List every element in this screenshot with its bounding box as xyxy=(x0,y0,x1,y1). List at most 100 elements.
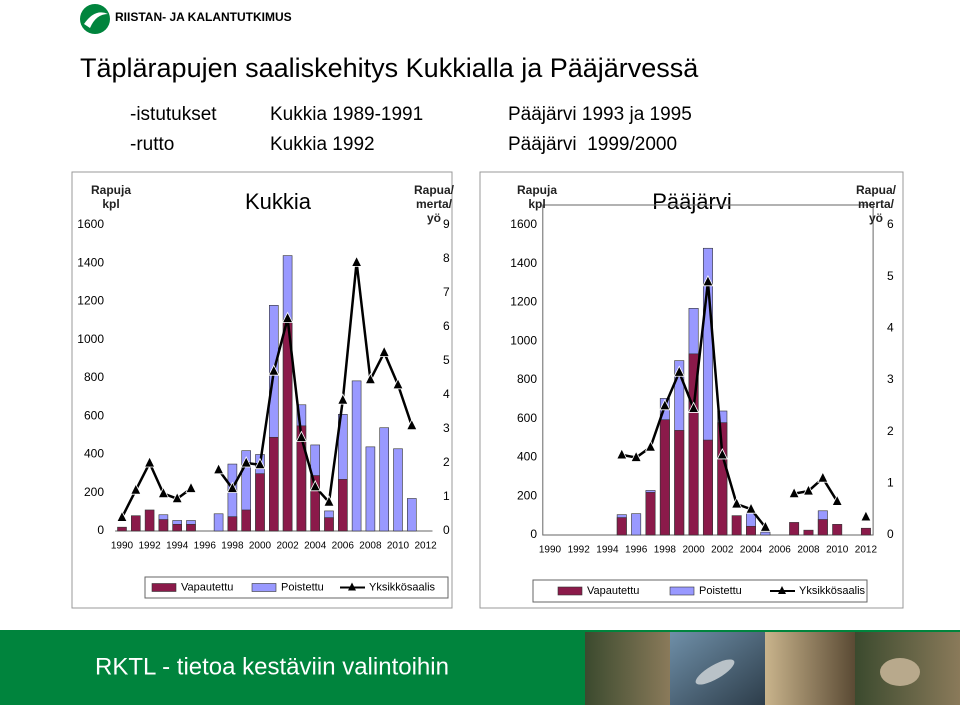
line xyxy=(622,282,866,527)
bar xyxy=(255,473,265,532)
line-marker xyxy=(143,456,156,468)
y2-tick-label: 9 xyxy=(443,217,450,231)
y2-tick-label: 3 xyxy=(443,421,450,435)
legend-swatch xyxy=(669,586,695,596)
y-tick-label: 1000 xyxy=(510,333,537,347)
line-marker xyxy=(157,486,170,499)
bar xyxy=(186,524,196,532)
logo: RIISTAN- JA KALANTUTKIMUS xyxy=(80,4,292,34)
x-tick-label: 2010 xyxy=(387,541,410,552)
bar xyxy=(172,524,182,532)
bar xyxy=(117,526,127,532)
logo-text: RIISTAN- JA KALANTUTKIMUS xyxy=(115,10,292,24)
y-tick-label: 1200 xyxy=(510,295,537,309)
legend-label: Poistettu xyxy=(699,585,742,597)
x-tick-label: 1992 xyxy=(568,545,591,556)
bar xyxy=(731,515,742,536)
bar xyxy=(645,492,656,536)
x-tick-label: 1990 xyxy=(111,541,134,552)
x-tick-label: 2012 xyxy=(414,541,437,552)
logo-swoosh xyxy=(84,12,108,28)
x-tick-label: 2004 xyxy=(304,541,327,552)
line-marker xyxy=(295,430,308,442)
bar xyxy=(789,522,800,536)
x-tick-label: 2008 xyxy=(359,541,382,552)
y-tick-label: 800 xyxy=(517,372,537,386)
x-tick-label: 2006 xyxy=(332,541,355,552)
line-marker xyxy=(309,479,321,492)
y-tick-label: 200 xyxy=(84,485,104,499)
x-tick-label: 2006 xyxy=(769,545,792,556)
bar xyxy=(803,529,814,536)
y-tick-label: 1600 xyxy=(77,217,104,231)
line-marker xyxy=(702,274,714,287)
y-tick-label: 1000 xyxy=(77,332,104,346)
y-axis-title: Rapuja kpl xyxy=(516,183,557,211)
line-marker xyxy=(323,495,335,507)
notes: -istutukset Kukkia 1989-1991 Pääjärvi 1993… xyxy=(130,104,692,155)
footer-photos xyxy=(585,632,960,705)
note-text: Kukkia 1992 xyxy=(270,134,375,155)
line-marker xyxy=(406,418,418,431)
chart-title: Kukkia xyxy=(245,189,312,214)
x-tick-label: 1996 xyxy=(625,545,648,556)
chart: Kukkia 0 200 400 600 800 1000 1200 1400 1600 0 1 2 3 4… xyxy=(77,189,450,599)
y2-tick-label: 8 xyxy=(443,251,450,265)
legend-label: Yksikkösaalis xyxy=(369,581,436,593)
bar xyxy=(379,427,389,532)
line-marker xyxy=(240,456,252,468)
y2-tick-label: 4 xyxy=(443,387,450,401)
bar xyxy=(760,531,771,536)
line-marker xyxy=(687,401,700,413)
bar xyxy=(338,479,348,532)
y2-tick-label: 2 xyxy=(443,455,450,469)
bar xyxy=(144,509,155,532)
line-marker xyxy=(212,462,225,475)
line-marker xyxy=(788,486,800,499)
bar xyxy=(631,513,642,536)
bar xyxy=(310,475,320,532)
bar xyxy=(393,448,403,532)
y-tick-label: 800 xyxy=(84,370,104,384)
y-tick-label: 1600 xyxy=(510,217,537,231)
x-tick-label: 1994 xyxy=(166,541,189,552)
legend-label: Vapautettu xyxy=(181,581,233,593)
legend-label: Yksikkösaalis xyxy=(799,585,866,597)
note-text: Kukkia 1989-1991 xyxy=(270,104,423,125)
x-tick-label: 2010 xyxy=(826,545,849,556)
bar xyxy=(817,519,828,536)
line-marker xyxy=(116,510,128,522)
footer-text: RKTL - tietoa kestäviin valintoihin xyxy=(95,653,449,680)
line-marker xyxy=(644,440,657,452)
x-tick-label: 2012 xyxy=(855,545,878,556)
line-marker xyxy=(616,448,628,460)
chart-frame xyxy=(479,171,904,609)
legend-box xyxy=(532,579,868,603)
chart-frame xyxy=(71,171,453,609)
y2-tick-label: 5 xyxy=(887,269,894,283)
x-tick-label: 2004 xyxy=(740,545,763,556)
x-tick-label: 2008 xyxy=(797,545,820,556)
line-marker xyxy=(759,520,772,532)
line-marker xyxy=(392,377,404,390)
bar xyxy=(702,439,713,536)
line-marker xyxy=(185,481,197,493)
chart: Pääjärvi 0 200 400 600 800 1000 1200 1400 1600 0 1 2… xyxy=(510,189,894,603)
line-marker xyxy=(337,393,349,405)
photo xyxy=(765,632,855,705)
line-marker xyxy=(731,497,743,509)
line-marker xyxy=(831,494,843,506)
x-tick-label: 1994 xyxy=(596,545,619,556)
bar xyxy=(351,380,362,532)
y2-tick-label: 6 xyxy=(887,217,894,231)
slide-title: Täplärapujen saaliskehitys Kukkialla ja … xyxy=(80,53,699,83)
charts: Kukkia0200400600800100012001400160001234… xyxy=(77,189,894,603)
line-marker xyxy=(802,484,815,496)
legend-swatch xyxy=(251,583,277,592)
bar xyxy=(659,419,670,536)
line-marker xyxy=(378,345,390,357)
line-marker xyxy=(630,450,642,462)
photo-animal xyxy=(880,658,920,686)
